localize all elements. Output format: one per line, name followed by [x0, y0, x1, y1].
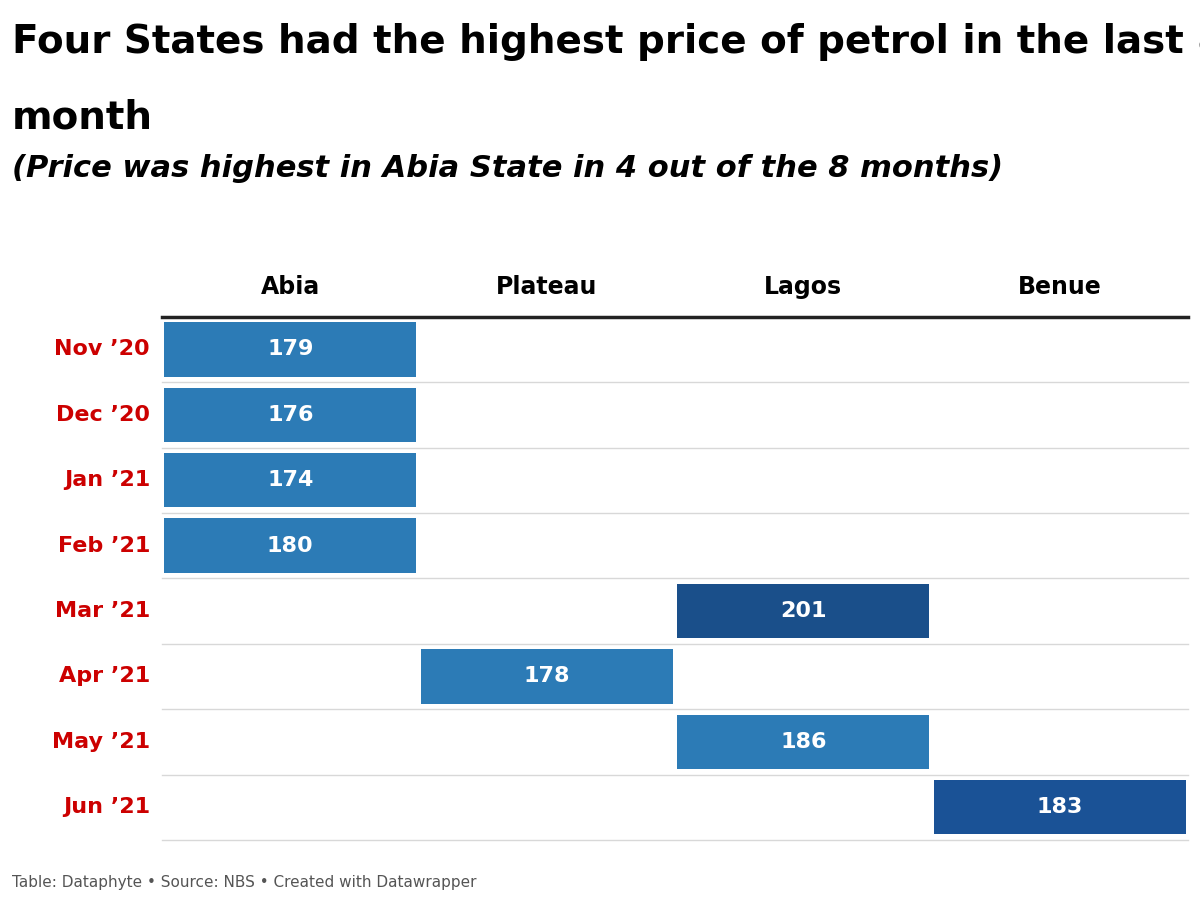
Text: 183: 183	[1037, 797, 1082, 817]
Bar	[164, 453, 416, 508]
Text: 201: 201	[780, 601, 827, 621]
Text: Four States had the highest price of petrol in the last 8: Four States had the highest price of pet…	[12, 23, 1200, 61]
Bar	[421, 649, 673, 703]
Text: Benue: Benue	[1018, 274, 1102, 299]
Text: (Price was highest in Abia State in 4 out of the 8 months): (Price was highest in Abia State in 4 ou…	[12, 154, 1003, 184]
Bar	[164, 387, 416, 442]
Text: May ’21: May ’21	[52, 732, 150, 752]
Text: Table: Dataphyte • Source: NBS • Created with Datawrapper: Table: Dataphyte • Source: NBS • Created…	[12, 876, 476, 890]
Text: Lagos: Lagos	[764, 274, 842, 299]
Text: Abia: Abia	[260, 274, 320, 299]
Text: 178: 178	[523, 666, 570, 687]
Text: 176: 176	[266, 405, 313, 425]
Text: Dec ’20: Dec ’20	[56, 405, 150, 425]
Text: Feb ’21: Feb ’21	[58, 535, 150, 555]
Text: Apr ’21: Apr ’21	[59, 666, 150, 687]
Bar	[677, 584, 929, 638]
Text: Nov ’20: Nov ’20	[54, 340, 150, 360]
Text: 174: 174	[268, 470, 313, 490]
Bar	[164, 519, 416, 573]
Text: 186: 186	[780, 732, 827, 752]
Bar	[677, 714, 929, 769]
Text: 179: 179	[268, 340, 313, 360]
Text: month: month	[12, 98, 154, 136]
Bar	[934, 780, 1186, 834]
Text: Plateau: Plateau	[496, 274, 598, 299]
Text: Jun ’21: Jun ’21	[62, 797, 150, 817]
Text: Jan ’21: Jan ’21	[64, 470, 150, 490]
Text: 180: 180	[266, 535, 313, 555]
Bar	[164, 322, 416, 376]
Text: Mar ’21: Mar ’21	[55, 601, 150, 621]
